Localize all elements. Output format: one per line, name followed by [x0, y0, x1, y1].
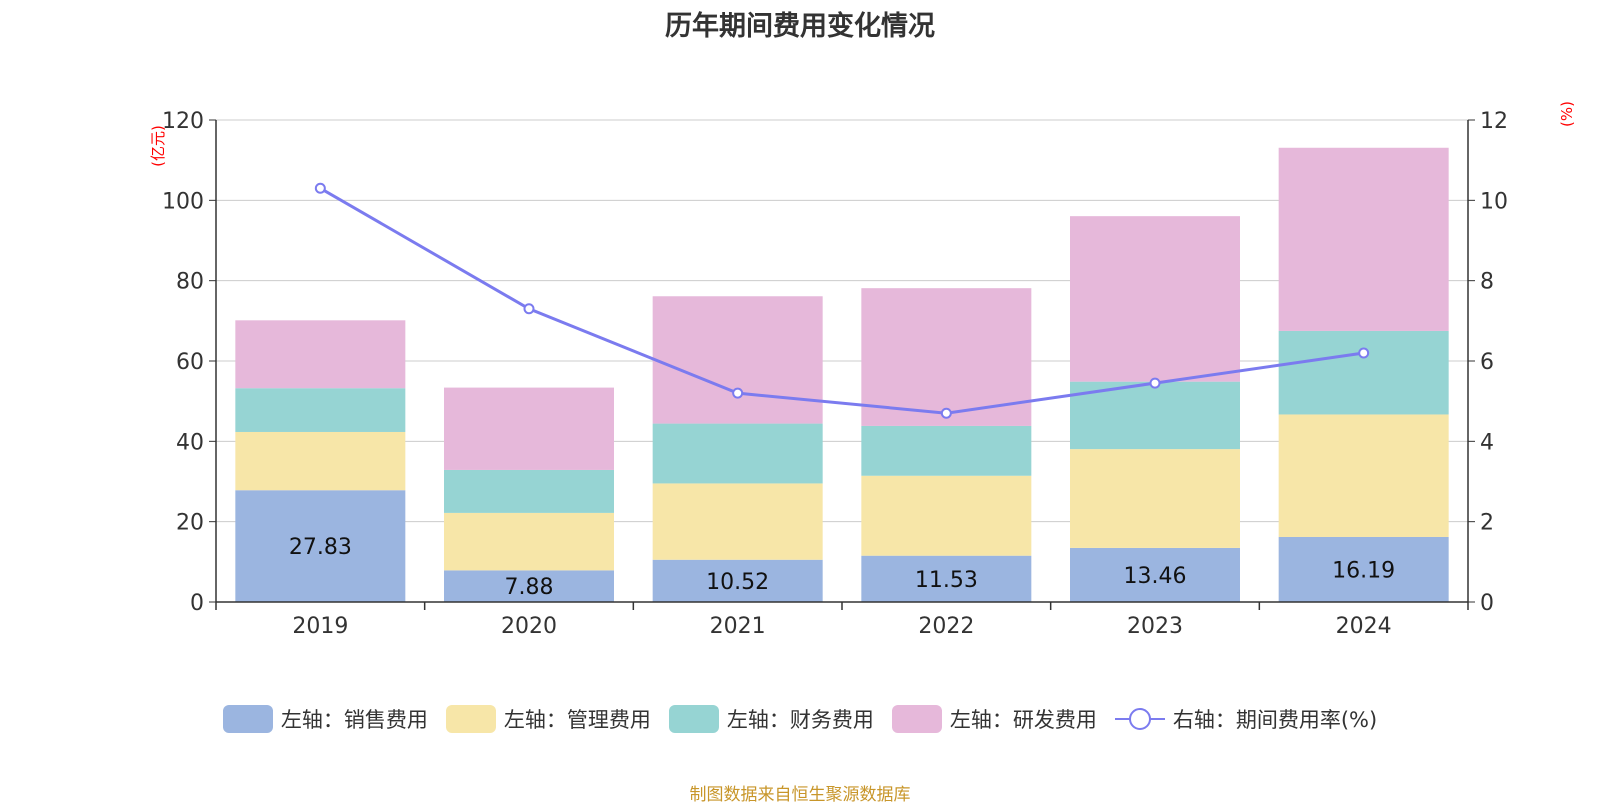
bar-finance-2019 [235, 388, 406, 432]
legend-label-sales: 左轴：销售费用 [280, 708, 428, 732]
bar-finance-2024 [1278, 330, 1449, 415]
bar-rnd-2024 [1278, 147, 1449, 331]
bar-admin-2022 [861, 475, 1032, 556]
line-series-rate [319, 186, 1364, 415]
bar-rnd-2021 [652, 296, 823, 424]
left-axis-tick-label: 40 [176, 430, 204, 455]
legend-item-sales[interactable]: 左轴：销售费用 [222, 704, 428, 734]
x-axis-tick-label: 2021 [710, 614, 766, 639]
left-axis-tick-label: 100 [162, 189, 204, 214]
legend-line-marker-icon [1114, 705, 1165, 733]
legend-item-finance[interactable]: 左轴：财务费用 [668, 704, 874, 734]
bar-admin-2020 [444, 512, 614, 571]
line-point-2022 [940, 407, 952, 419]
right-axis-tick-label: 10 [1480, 189, 1508, 214]
x-axis-tick-label: 2024 [1336, 614, 1392, 639]
bar-sales-2024 [1278, 536, 1449, 602]
x-axis-tick-label: 2023 [1127, 614, 1183, 639]
bar-sales-2022 [861, 555, 1032, 602]
bar-admin-2024 [1278, 414, 1449, 537]
x-axis-tick-label: 2020 [501, 614, 557, 639]
bar-data-label: 11.53 [915, 568, 978, 593]
left-axis-unit: (亿元) [149, 125, 167, 167]
legend-circle-icon [1128, 708, 1151, 730]
bar-finance-2020 [444, 469, 614, 513]
bar-data-label: 10.52 [706, 570, 769, 595]
legend-swatch-finance [668, 705, 719, 733]
right-axis-tick-label: 2 [1480, 511, 1494, 536]
left-axis-tick-label: 120 [162, 109, 204, 134]
left-axis-tick-label: 20 [176, 511, 204, 536]
bar-admin-2021 [652, 483, 823, 560]
bar-data-label: 7.88 [505, 575, 554, 600]
legend-swatch-rnd [891, 705, 942, 733]
bar-data-label: 13.46 [1124, 564, 1187, 589]
bar-sales-2023 [1070, 547, 1240, 602]
bar-sales-2021 [652, 559, 823, 602]
legend-label-rnd: 左轴：研发费用 [949, 708, 1097, 732]
right-axis-tick-label: 6 [1480, 350, 1494, 375]
left-axis-tick-label: 80 [176, 270, 204, 295]
right-axis-tick-label: 4 [1480, 430, 1494, 455]
bar-finance-2023 [1070, 381, 1240, 450]
bar-data-label: 27.83 [289, 535, 352, 560]
bar-admin-2019 [235, 431, 406, 491]
line-point-2019 [314, 182, 326, 194]
bar-admin-2023 [1070, 449, 1240, 548]
data-source-note: 制图数据来自恒生聚源数据库 [689, 785, 911, 805]
bar-sales-2019 [235, 490, 406, 602]
bar-finance-2022 [861, 425, 1032, 476]
bar-rnd-2019 [235, 320, 406, 389]
line-point-2021 [732, 387, 744, 399]
x-axis-tick-label: 2019 [292, 614, 348, 639]
legend-label-finance: 左轴：财务费用 [726, 708, 874, 732]
bar-rnd-2023 [1070, 216, 1240, 382]
x-axis-tick-label: 2022 [918, 614, 974, 639]
line-point-2020 [523, 303, 535, 315]
right-axis-tick-label: 0 [1480, 591, 1494, 616]
left-axis-tick-label: 0 [190, 591, 204, 616]
legend-item-rnd[interactable]: 左轴：研发费用 [891, 704, 1097, 734]
legend-item-rate[interactable]: 右轴：期间费用率(%) [1114, 704, 1378, 734]
legend-swatch-admin [445, 705, 496, 733]
legend-swatch-sales [222, 705, 273, 733]
chart-title: 历年期间费用变化情况 [665, 11, 935, 42]
bar-sales-2020 [444, 570, 614, 602]
right-axis-unit: (%) [1558, 101, 1576, 127]
chart-legend: 左轴：销售费用 左轴：管理费用 左轴：财务费用 左轴：研发费用 右轴：期间费用率… [0, 704, 1600, 734]
legend-label-admin: 左轴：管理费用 [503, 708, 651, 732]
right-axis-tick-label: 8 [1480, 270, 1494, 295]
right-axis-tick-label: 12 [1480, 109, 1508, 134]
line-point-2023 [1149, 377, 1161, 389]
left-axis-tick-label: 60 [176, 350, 204, 375]
bar-rnd-2022 [861, 288, 1032, 426]
bar-data-label: 16.19 [1332, 558, 1395, 583]
bar-finance-2021 [652, 423, 823, 484]
legend-label-rate: 右轴：期间费用率(%) [1172, 708, 1378, 732]
line-point-2024 [1358, 347, 1370, 359]
bar-rnd-2020 [444, 387, 614, 470]
legend-item-admin[interactable]: 左轴：管理费用 [445, 704, 651, 734]
